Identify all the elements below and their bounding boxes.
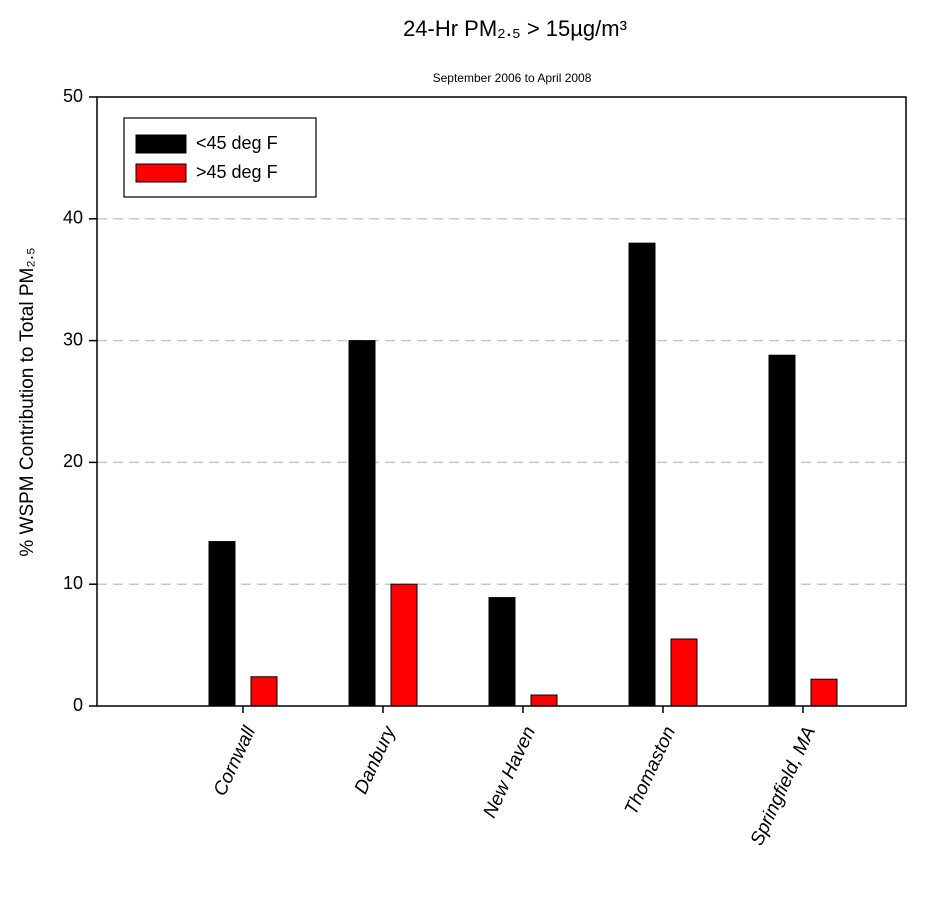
chart-title: 24-Hr PM₂.₅ > 15µg/m³	[403, 16, 627, 41]
y-tick-label: 10	[63, 573, 83, 593]
y-tick-label: 30	[63, 329, 83, 349]
plot-frame	[96, 96, 907, 707]
x-tick-label: Springfield, MA	[747, 723, 820, 849]
bar	[810, 678, 838, 707]
bar	[348, 340, 376, 707]
y-axis-label: % WSPM Contribution to Total PM₂.₅	[17, 247, 38, 556]
chart-subtitle: September 2006 to April 2008	[433, 71, 592, 85]
bar	[250, 676, 278, 707]
bar	[208, 541, 236, 707]
y-tick-label: 40	[63, 208, 83, 228]
bar	[488, 597, 516, 707]
x-tick-label: Cornwall	[210, 723, 261, 800]
x-tick-label: New Haven	[480, 723, 541, 821]
bar	[670, 638, 698, 707]
y-tick-label: 0	[73, 695, 83, 715]
legend-swatch	[135, 163, 187, 183]
bar	[628, 242, 656, 707]
bar	[530, 694, 558, 707]
legend-label: <45 deg F	[196, 133, 278, 153]
y-tick-label: 20	[63, 451, 83, 471]
legend-label: >45 deg F	[196, 162, 278, 182]
legend-swatch	[135, 134, 187, 154]
bar	[768, 354, 796, 707]
legend-box	[123, 117, 317, 198]
y-tick-label: 50	[63, 86, 83, 106]
bar	[390, 583, 418, 707]
x-tick-label: Thomaston	[621, 723, 680, 818]
x-tick-label: Danbury	[351, 722, 401, 797]
